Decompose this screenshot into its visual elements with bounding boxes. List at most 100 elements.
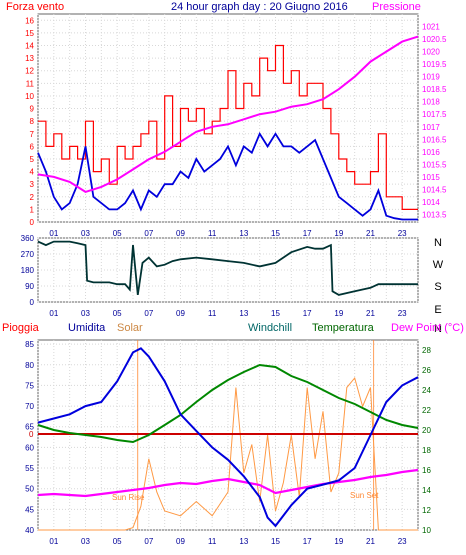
top-xtick-17: 17 (303, 229, 312, 238)
pressure-tick-1014: 1014 (422, 198, 440, 207)
mid-xtick-21: 21 (366, 309, 375, 318)
wind-tick-0: 0 (30, 218, 35, 227)
bottom-right-tick-labels: 10 12 14 16 18 20 22 24 26 28 (422, 346, 431, 535)
humidity-tick-65: 65 (25, 423, 34, 432)
wind-tick-15: 15 (25, 29, 34, 38)
rain-zero-label: 0 (29, 430, 34, 439)
wind-average-line (37, 131, 418, 221)
wind-direction-line (37, 240, 418, 296)
temperature-tick-28: 28 (422, 346, 431, 355)
solar-label: Solar (117, 322, 143, 334)
temperature-tick-26: 26 (422, 366, 431, 375)
sunrise-annotation: Sun Rise (112, 493, 145, 502)
top-xtick-09: 09 (176, 229, 185, 238)
mid-series-group (37, 240, 418, 296)
temperature-tick-12: 12 (422, 506, 431, 515)
top-xtick-23: 23 (398, 229, 407, 238)
temperature-humidity-panel: 40 45 50 55 60 65 70 75 80 85 10 12 14 16 18 20 22 24 26 2… (2, 322, 464, 546)
humidity-tick-50: 50 (25, 485, 34, 494)
compass-label-1: W (433, 259, 444, 271)
temperature-label: Temperatura (312, 322, 375, 334)
bottom-xtick-19: 19 (334, 537, 343, 546)
temperature-tick-24: 24 (422, 386, 431, 395)
compass-label-0: N (434, 237, 442, 249)
pressure-tick-1018: 1018 (422, 98, 440, 107)
mid-xtick-13: 13 (239, 309, 248, 318)
bottom-xtick-01: 01 (49, 537, 58, 546)
mid-xtick-15: 15 (271, 309, 280, 318)
dewpoint-label: Dew Point (°C) (391, 322, 464, 334)
wind-tick-14: 14 (25, 42, 34, 51)
compass-label-3: E (434, 304, 441, 316)
wind-axis-label: Forza vento (6, 1, 64, 13)
pressure-tick-1016.5: 1016.5 (422, 135, 447, 144)
temperature-tick-14: 14 (422, 486, 431, 495)
wind-tick-5: 5 (30, 155, 35, 164)
pressure-tick-1017.5: 1017.5 (422, 110, 447, 119)
humidity-tick-45: 45 (25, 505, 34, 514)
top-right-tick-labels: 1013.5 1014 1014.5 1015 1015.5 1016 1016.5 1017… (422, 23, 447, 220)
top-xtick-07: 07 (144, 229, 153, 238)
top-xtick-15: 15 (271, 229, 280, 238)
top-xtick-19: 19 (334, 229, 343, 238)
pressure-tick-1015: 1015 (422, 173, 440, 182)
humidity-tick-85: 85 (25, 340, 34, 349)
bottom-xtick-09: 09 (176, 537, 185, 546)
wind-tick-6: 6 (30, 142, 35, 151)
mid-gridlines (37, 237, 419, 303)
temperature-tick-20: 20 (422, 426, 431, 435)
mid-xtick-09: 09 (176, 309, 185, 318)
mid-xtick-03: 03 (81, 309, 90, 318)
rain-label: Pioggia (2, 322, 40, 334)
pressure-tick-1020.5: 1020.5 (422, 35, 447, 44)
humidity-tick-75: 75 (25, 381, 34, 390)
wind-tick-16: 16 (25, 16, 34, 25)
wind-tick-9: 9 (30, 105, 35, 114)
pressure-line (37, 35, 419, 193)
mid-xtick-05: 05 (113, 309, 122, 318)
temperature-tick-16: 16 (422, 466, 431, 475)
pressure-tick-1016: 1016 (422, 148, 440, 157)
humidity-tick-70: 70 (25, 402, 34, 411)
mid-xtick-01: 01 (49, 309, 58, 318)
humidity-tick-60: 60 (25, 443, 34, 452)
direction-tick-360: 360 (21, 234, 35, 243)
mid-x-tick-labels: 01 03 05 07 09 11 13 15 17 19 21 23 (49, 309, 407, 318)
direction-tick-270: 270 (21, 250, 35, 259)
top-xtick-21: 21 (366, 229, 375, 238)
temperature-tick-18: 18 (422, 446, 431, 455)
mid-xtick-07: 07 (144, 309, 153, 318)
wind-tick-7: 7 (30, 130, 35, 139)
pressure-tick-1021: 1021 (422, 23, 440, 32)
top-series-group (37, 35, 419, 221)
temperature-line (37, 363, 419, 444)
direction-tick-90: 90 (25, 282, 34, 291)
bottom-xtick-15: 15 (271, 537, 280, 546)
humidity-tick-80: 80 (25, 361, 34, 370)
bottom-xtick-11: 11 (208, 537, 217, 546)
bottom-xtick-17: 17 (303, 537, 312, 546)
wind-tick-8: 8 (30, 117, 35, 126)
pressure-tick-1017: 1017 (422, 123, 440, 132)
top-xtick-01: 01 (49, 229, 58, 238)
humidity-line (37, 347, 419, 528)
humidity-label: Umidita (68, 322, 106, 334)
humidity-tick-55: 55 (25, 464, 34, 473)
pressure-axis-label: Pressione (372, 1, 421, 13)
bottom-xtick-21: 21 (366, 537, 375, 546)
wind-tick-11: 11 (26, 79, 35, 88)
bottom-left-tick-labels: 40 45 50 55 60 65 70 75 80 85 (25, 340, 34, 535)
pressure-tick-1020: 1020 (422, 48, 440, 57)
top-xtick-13: 13 (239, 229, 248, 238)
mid-xtick-19: 19 (334, 309, 343, 318)
windchill-label: Windchill (248, 322, 292, 334)
wind-tick-3: 3 (30, 180, 35, 189)
bottom-x-tick-labels: 01 03 05 07 09 11 13 15 17 19 21 23 (49, 537, 407, 546)
compass-label-2: S (434, 281, 441, 293)
